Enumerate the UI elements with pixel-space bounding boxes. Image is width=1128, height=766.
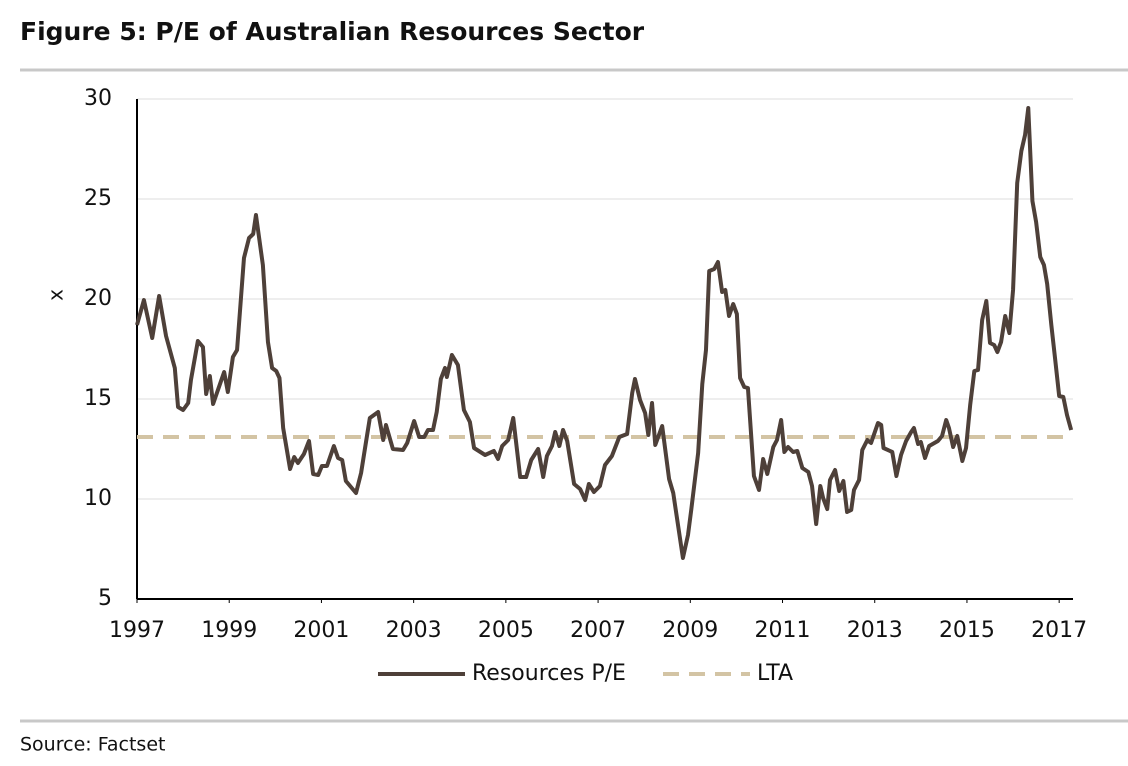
x-tick-label: 2013: [847, 618, 903, 643]
y-tick-label: 15: [84, 386, 112, 411]
y-tick-label: 30: [84, 86, 112, 111]
y-tick-label: 20: [84, 286, 112, 311]
x-tick-label: 2017: [1031, 618, 1087, 643]
x-tick-label: 2009: [662, 618, 718, 643]
source: Source: Factset: [20, 734, 165, 756]
x-tick-label: 2011: [755, 618, 811, 643]
line: [135, 106, 1074, 560]
x-tick-label: 1999: [201, 618, 257, 643]
x-tick-label: 2005: [478, 618, 534, 643]
chart-title: Figure 5: P/E of Australian Resources Se…: [20, 17, 645, 46]
y-tick-label: 25: [84, 186, 112, 211]
x-tick-label: 2003: [386, 618, 442, 643]
x-tick-label: 1997: [109, 618, 165, 643]
y-tick-label: 5: [98, 586, 112, 611]
legend-label: Resources P/E: [472, 661, 626, 686]
x-tick-label: 2015: [939, 618, 995, 643]
x-tick-label: 2007: [570, 618, 626, 643]
legend-label: LTA: [757, 661, 793, 686]
x-tick-label: 2001: [293, 618, 349, 643]
y-tick-label: 10: [84, 486, 112, 511]
y-axis-label: x: [44, 289, 68, 301]
